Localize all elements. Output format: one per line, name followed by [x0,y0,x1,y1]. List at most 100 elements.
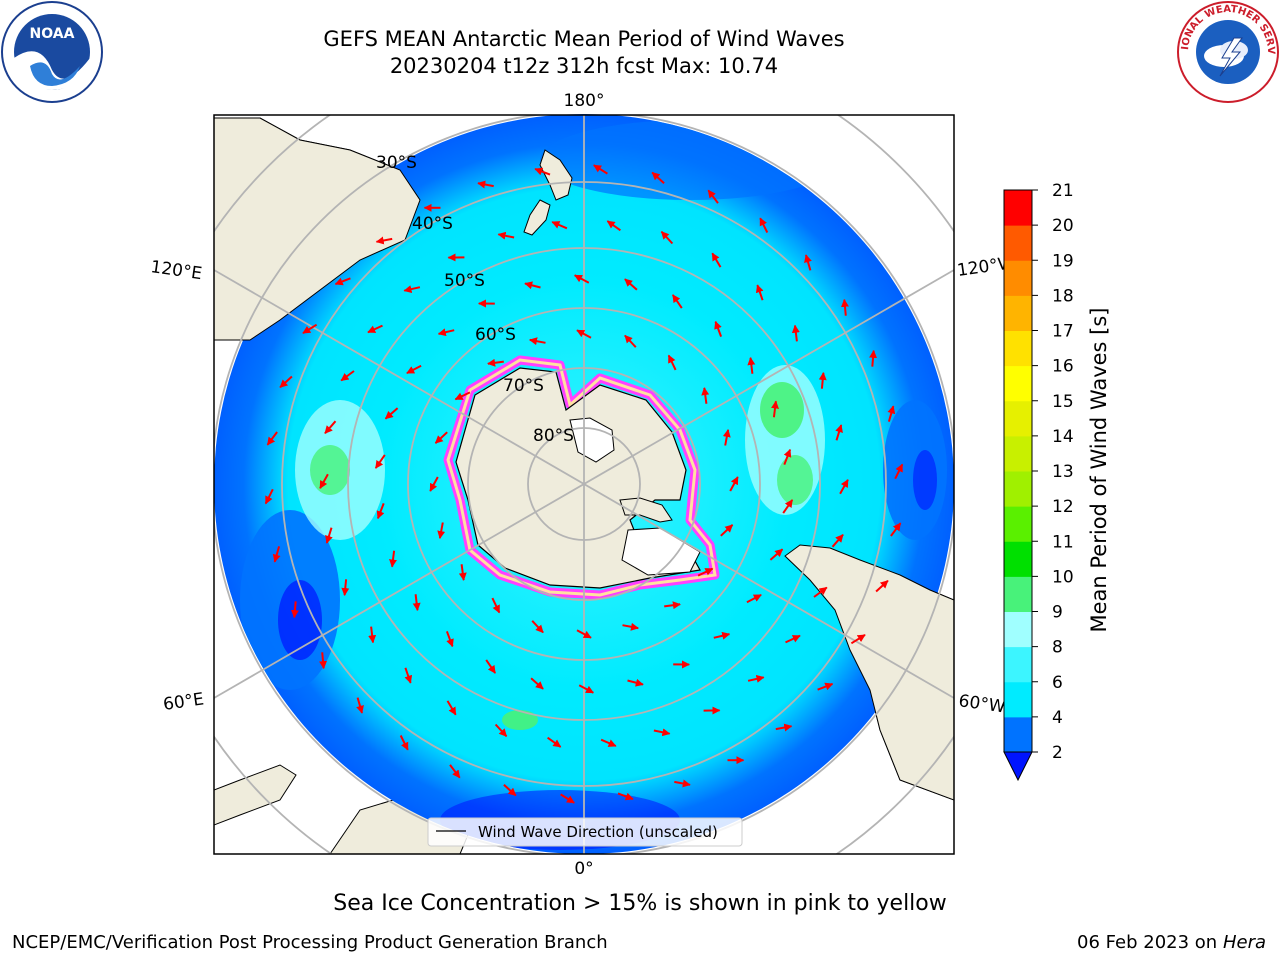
wind-wave-arrow [437,522,446,539]
wind-wave-arrow [785,634,801,644]
footer-machine: Hera [1222,932,1266,953]
wind-wave-arrow [653,728,671,737]
wind-wave-arrow [319,652,328,670]
colorbar-tick-label: 11 [1052,532,1074,552]
wind-wave-arrow [714,320,723,337]
wind-wave-arrow [375,236,393,245]
wind-wave-arrow [412,594,421,611]
wind-wave-arrow [747,357,756,374]
wind-wave-arrow [839,479,849,495]
lon-label-60e: 60°E [162,689,205,714]
colorbar-segment [1004,435,1032,472]
wind-wave-arrow [697,567,714,577]
wind-wave-arrow [446,700,457,716]
wind-wave-arrow [667,354,677,371]
colorbar-tick-label: 15 [1052,392,1074,412]
wind-wave-arrow [775,723,793,732]
wind-wave-arrow [831,534,844,548]
wind-wave-arrow [531,620,544,634]
wind-wave-arrow [487,358,504,367]
graticule [214,115,954,854]
wind-wave-arrow [887,405,896,422]
colorbar-tick-label: 6 [1052,673,1063,693]
legend-box: Wind Wave Direction (unscaled) [427,817,743,847]
wind-wave-arrow [503,784,517,797]
lat-label-50s: 50°S [444,271,485,291]
wind-wave-arrow [340,370,355,382]
wind-wave-arrow [551,221,568,230]
wind-wave-arrow [334,277,351,286]
wind-wave-arrow [671,294,683,309]
colorbar-tick-label: 21 [1052,181,1074,201]
lat-label-40s: 40°S [412,214,453,234]
wind-wave-arrow [374,454,386,469]
nws-logo: NATIONAL WEATHER SERVICE [1176,0,1279,103]
lat-label-60s: 60°S [475,325,516,345]
colorbar-segment [1004,576,1032,612]
wind-wave-arrow [711,252,722,268]
wind-wave-arrow [624,334,637,348]
colorbar-tick-label: 10 [1052,567,1074,587]
wind-wave-arrow [485,659,497,674]
wind-wave-arrow [701,387,710,404]
period-patch-low-core [278,580,322,660]
colorbar-tick-label: 8 [1052,638,1063,658]
wind-wave-arrow [707,189,719,204]
lon-label-60w: 60°W [957,691,1006,717]
wind-wave-arrow [600,738,617,747]
colorbar-segment [1004,190,1032,226]
colorbar-label: Mean Period of Wind Waves [s] [1087,308,1111,633]
colorbar-segment [1004,365,1032,402]
wind-wave-arrow [389,550,397,568]
wind-wave-arrow [497,231,515,240]
wind-wave-arrow [769,548,784,561]
colorbar-tick-label: 4 [1052,708,1063,728]
wind-wave-arrow [713,631,731,640]
map-frame [213,114,955,855]
wind-wave-arrow [869,349,878,367]
wind-wave-arrow [576,329,592,339]
colorbar-segment [1004,471,1032,507]
colorbar-tick-label: 16 [1052,357,1074,377]
wind-wave-arrow [403,285,421,294]
period-patch-9-10-east2 [777,455,813,505]
lat-label-70s: 70°S [503,376,544,396]
wind-wave-arrow [622,622,639,631]
wind-wave-arrow [367,324,383,334]
wind-wave-arrow [759,217,769,233]
period-patch-9-10-west [310,445,350,495]
colorbar-under-triangle [1003,751,1033,782]
colorbar-tick-label: 20 [1052,216,1074,236]
lon-label-180: 180° [564,91,605,111]
wind-wave-arrow [384,407,399,420]
wind-wave-arrow [272,546,281,563]
colorbar-segment [1004,716,1032,753]
wind-wave-arrow [746,594,762,604]
wind-wave-arrow [529,337,546,346]
colorbar-segment [1004,225,1032,261]
colorbar-tick-label: 18 [1052,286,1074,306]
wind-wave-arrow [302,323,318,334]
lat-label-80s: 80°S [533,426,574,446]
wind-wave-arrow [445,631,454,648]
chart-subtitle: 20230204 t12z 312h fcst Max: 10.74 [389,54,779,78]
wind-wave-arrow [530,677,544,690]
wind-wave-arrow [617,792,634,801]
wind-wave-arrow [449,764,461,779]
colorbar-segment [1004,506,1032,542]
colorbar-tick-label: 13 [1052,462,1074,482]
wind-wave-arrow [404,667,413,684]
wind-wave-arrow [534,167,551,176]
wind-wave-arrow [319,473,329,489]
period-patch-9-10-east [760,382,804,438]
wind-wave-arrow [399,735,409,751]
wind-wave-arrow [341,579,350,596]
wind-wave-arrow [624,278,638,291]
ice-shelf-ross [569,417,615,463]
lon-label-120e: 120°E [149,257,203,284]
period-patch-9-10-south [502,710,538,730]
wind-wave-arrow [840,298,849,316]
wind-wave-arrow [660,231,674,245]
colorbar-segment [1004,541,1032,577]
